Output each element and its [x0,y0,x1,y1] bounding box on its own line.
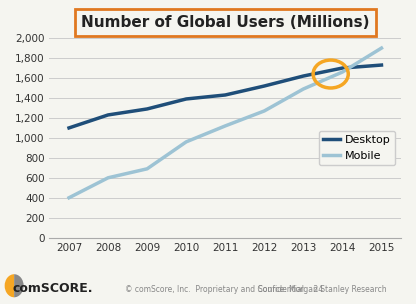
Mobile [340,70,345,74]
Mobile [106,176,111,180]
Desktop [67,126,72,130]
Mobile [262,109,267,113]
Mobile [379,46,384,50]
Text: Source: Morgan Stanley Research: Source: Morgan Stanley Research [258,285,386,294]
Desktop [340,66,345,70]
Desktop [301,74,306,78]
Wedge shape [5,274,14,297]
Desktop [145,107,150,111]
Desktop [379,63,384,67]
Wedge shape [14,274,24,297]
Legend: Desktop, Mobile: Desktop, Mobile [319,131,396,165]
Title: Number of Global Users (Millions): Number of Global Users (Millions) [81,15,369,30]
Line: Mobile: Mobile [69,48,381,198]
Mobile [67,196,72,199]
Line: Desktop: Desktop [69,65,381,128]
Desktop [184,97,189,101]
Mobile [223,124,228,128]
Text: comSCORE.: comSCORE. [12,282,93,295]
Mobile [184,140,189,144]
Mobile [145,167,150,171]
Desktop [223,93,228,97]
Desktop [106,113,111,117]
Mobile [301,87,306,91]
Desktop [262,84,267,88]
Text: © comScore, Inc.  Proprietary and Confidential    24: © comScore, Inc. Proprietary and Confide… [125,285,323,294]
